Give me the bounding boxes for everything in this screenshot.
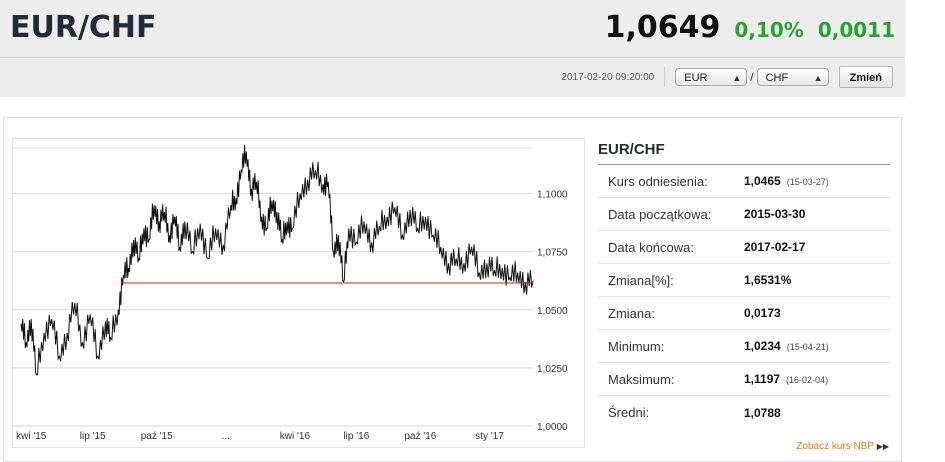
- nbp-rate-link[interactable]: Zobacz kurs NBP ▶▶: [796, 441, 889, 452]
- x-tick-label: sty '17: [475, 431, 504, 442]
- nbp-link-label: Zobacz kurs NBP: [796, 441, 874, 452]
- timestamp: 2017-02-20 09:20:00: [561, 71, 655, 83]
- stats-label: Średni:: [608, 405, 650, 420]
- stats-label: Zmiana:: [608, 305, 655, 321]
- x-tick-label: kwi '15: [16, 431, 47, 442]
- stats-value: 1,1197 (16-02-04): [744, 372, 829, 386]
- y-tick-label: 1,0250: [537, 364, 568, 375]
- stats-date: (15-04-21): [786, 342, 829, 352]
- stats-value: 1,0788: [744, 405, 781, 420]
- x-tick-label: kwi '16: [280, 431, 311, 442]
- toolbar-separator: [664, 67, 666, 87]
- select-arrows-icon: ▲︎: [732, 73, 742, 83]
- stats-label: Kurs odniesienia:: [608, 173, 708, 189]
- stats-title: EUR/CHF: [598, 138, 890, 165]
- y-tick-label: 1,0000: [537, 422, 568, 433]
- stats-label: Data końcowa:: [608, 239, 694, 255]
- stats-row: Maksimum: 1,1197 (16-02-04): [598, 363, 890, 396]
- stats-value: 0,0173: [744, 306, 781, 320]
- x-tick-label: ...: [222, 431, 230, 442]
- stats-label: Maksimum:: [608, 371, 675, 387]
- change-absolute: 0,0011: [817, 18, 895, 42]
- stats-row: Kurs odniesienia: 1,0465 (15-03-27): [598, 165, 890, 198]
- stats-row: Data końcowa: 2017-02-17: [598, 231, 890, 264]
- select-arrows-icon: ▲︎: [813, 73, 823, 83]
- stats-row: Zmiana: 0,0173: [598, 297, 890, 330]
- stats-label: Data początkowa:: [608, 206, 712, 222]
- x-tick-label: lip '16: [343, 431, 369, 442]
- change-currency-button[interactable]: Zmień: [838, 66, 893, 88]
- y-tick-label: 1,0500: [537, 306, 568, 317]
- header-divider: [0, 57, 905, 58]
- currency-pair-title: EUR/CHF: [10, 10, 157, 45]
- stats-value: 2017-02-17: [744, 240, 806, 254]
- change-percent: 0,10%: [734, 18, 804, 42]
- currency-toolbar: 2017-02-20 09:20:00 EUR ▲︎ / CHF ▲︎ Zmie…: [561, 66, 893, 88]
- stats-row: Zmiana[%]: 1,6531%: [598, 264, 890, 297]
- stats-date: (15-03-27): [786, 177, 829, 187]
- chart-panel: 1,1000 1,0750 1,0500 1,0250 1,0000 kwi '15 lip…: [12, 138, 585, 448]
- content-card: [3, 117, 902, 462]
- stats-row: Średni: 1,0788: [598, 396, 890, 429]
- stats-panel: EUR/CHF Kurs odniesienia: 1,0465 (15-03-27…: [598, 138, 890, 429]
- quote-currency-select[interactable]: CHF ▲︎: [756, 68, 829, 86]
- y-tick-label: 1,0750: [537, 248, 568, 259]
- x-tick-label: paź '15: [141, 431, 173, 442]
- x-tick-label: paź '16: [404, 431, 436, 442]
- rate-series-line: [20, 144, 534, 376]
- y-tick-label: 1,1000: [537, 190, 568, 201]
- stats-date: (16-02-04): [786, 375, 829, 385]
- double-chevron-right-icon: ▶▶: [876, 442, 889, 451]
- stats-row: Data początkowa: 2015-03-30: [598, 198, 890, 231]
- stats-label: Minimum:: [608, 338, 665, 354]
- stats-table: Kurs odniesienia: 1,0465 (15-03-27) Data po…: [598, 165, 890, 429]
- current-rate: 1,0649: [604, 10, 721, 45]
- stats-value: 1,6531%: [744, 273, 792, 287]
- stats-value: 2015-03-30: [744, 207, 806, 221]
- quote-currency-value: CHF: [765, 72, 789, 84]
- base-currency-value: EUR: [684, 72, 708, 84]
- stats-row: Minimum: 1,0234 (15-04-21): [598, 330, 890, 363]
- currency-separator: /: [750, 70, 754, 84]
- rate-chart: 1,1000 1,0750 1,0500 1,0250 1,0000 kwi '15 lip…: [13, 144, 568, 442]
- base-currency-select[interactable]: EUR ▲︎: [675, 68, 748, 86]
- stats-value: 1,0234 (15-04-21): [744, 339, 829, 353]
- quote-header: EUR/CHF 1,0649 0,10% 0,0011 2017-02-20 0…: [0, 0, 905, 97]
- stats-label: Zmiana[%]:: [608, 272, 674, 288]
- stats-value: 1,0465 (15-03-27): [744, 174, 829, 188]
- price-block: 1,0649 0,10% 0,0011: [605, 10, 895, 45]
- x-tick-label: lip '15: [80, 431, 106, 442]
